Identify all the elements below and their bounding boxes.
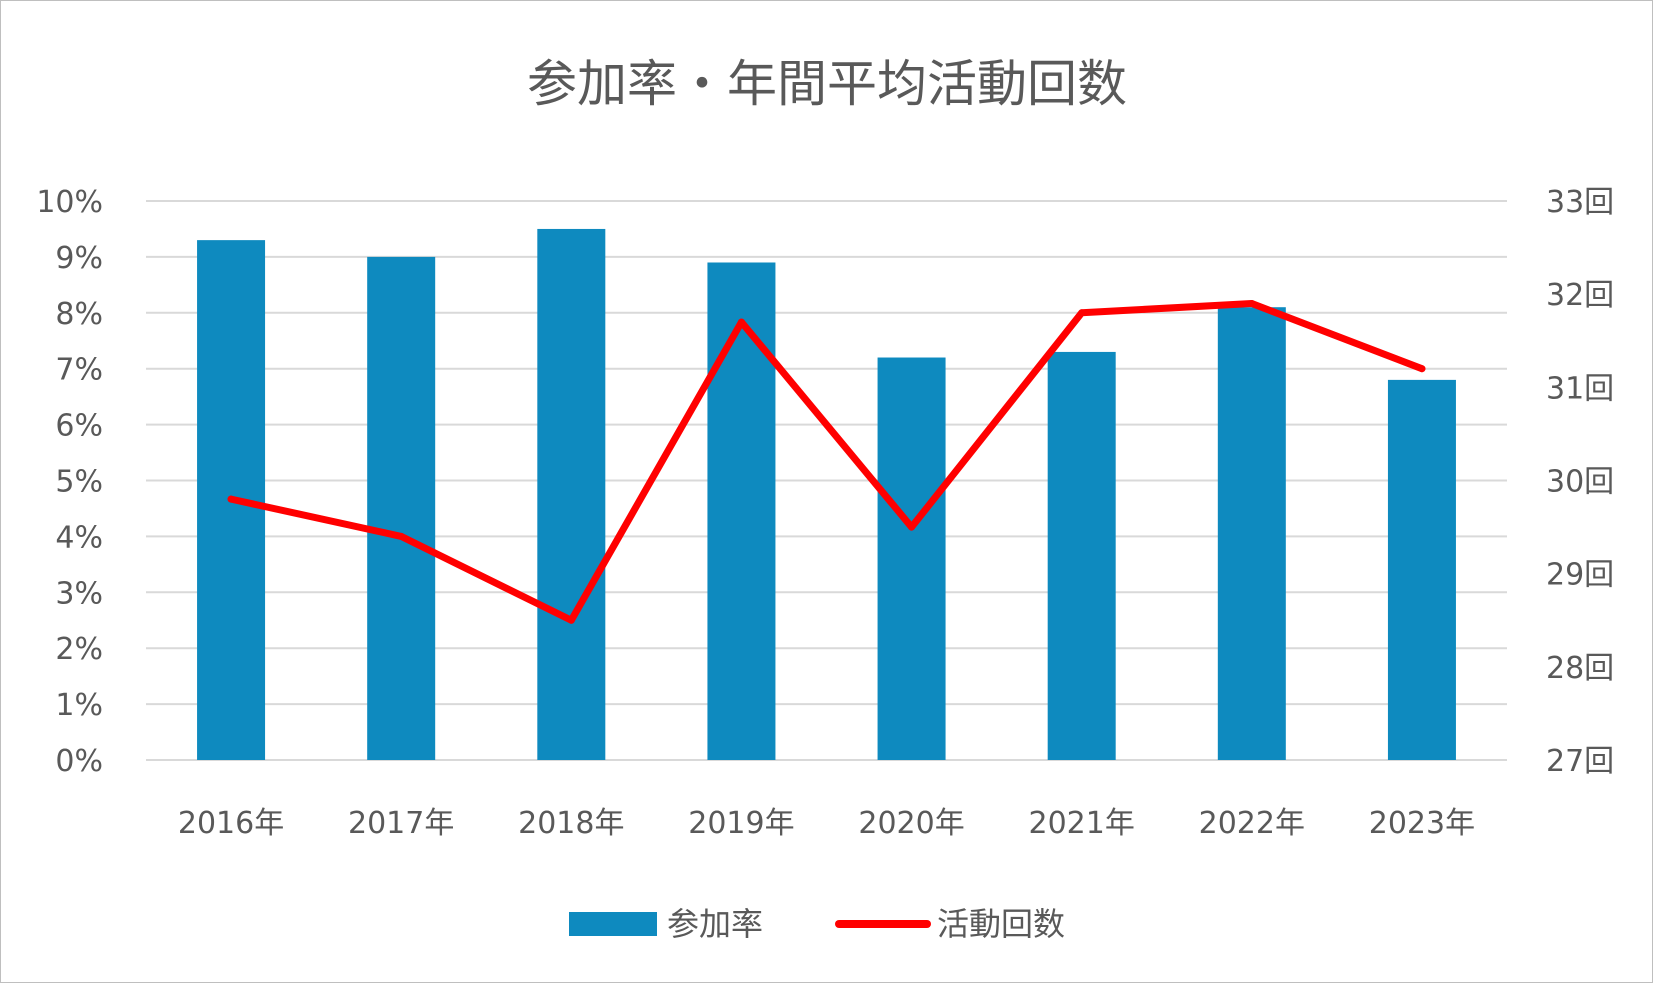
left-axis-tick: 4% — [55, 520, 103, 555]
right-axis-tick: 31回 — [1546, 371, 1614, 406]
bar — [537, 228, 606, 760]
x-axis-tick: 2019年 — [688, 806, 794, 841]
right-axis-tick: 33回 — [1546, 185, 1614, 220]
legend-label-line: 活動回数 — [937, 905, 1065, 943]
x-axis-tick: 2021年 — [1029, 806, 1135, 841]
left-axis-tick: 5% — [55, 465, 103, 500]
bar — [1387, 379, 1456, 760]
bar — [1217, 307, 1286, 760]
left-axis-tick: 8% — [55, 297, 103, 332]
chart-title: 参加率・年間平均活動回数 — [527, 55, 1127, 113]
left-axis-tick: 0% — [55, 744, 103, 779]
right-axis-tick: 30回 — [1546, 465, 1614, 500]
bar — [877, 357, 946, 760]
line-point — [567, 616, 575, 624]
legend-swatch-bar — [569, 912, 657, 936]
gridlines — [146, 200, 1507, 761]
x-axis-tick: 2017年 — [348, 806, 454, 841]
left-axis-tick: 1% — [55, 688, 103, 723]
right-axis-tick: 32回 — [1546, 278, 1614, 313]
x-axis-tick: 2016年 — [178, 806, 284, 841]
line-point — [908, 523, 916, 531]
line-series — [227, 299, 1426, 624]
legend-label-bar: 参加率 — [667, 905, 763, 943]
left-axis-tick: 6% — [55, 409, 103, 444]
right-axis-ticks: 27回 28回 29回 30回 31回 32回 33回 — [1546, 185, 1614, 779]
left-axis-tick: 9% — [55, 241, 103, 276]
line-point — [1418, 365, 1426, 373]
line-path — [227, 299, 1426, 624]
left-axis-tick: 10% — [36, 185, 103, 220]
right-axis-tick: 28回 — [1546, 651, 1614, 686]
x-axis-ticks: 2016年 2017年 2018年 2019年 2020年 2021年 2022年 2023年 — [178, 806, 1475, 841]
line-point — [227, 495, 235, 503]
x-axis-tick: 2023年 — [1369, 806, 1475, 841]
bar — [1047, 351, 1116, 760]
line-point — [397, 532, 405, 540]
left-axis-tick: 2% — [55, 632, 103, 667]
left-axis-ticks: 0% 1% 2% 3% 4% 5% 6% 7% 8% 9% 10% — [36, 185, 103, 779]
line-point — [737, 318, 745, 326]
left-axis-tick: 7% — [55, 353, 103, 388]
x-axis-tick: 2018年 — [518, 806, 624, 841]
line-point — [1078, 309, 1086, 317]
bar — [367, 256, 436, 760]
line-point — [1248, 299, 1256, 307]
right-axis-tick: 27回 — [1546, 744, 1614, 779]
legend: 参加率 活動回数 — [569, 905, 1065, 943]
left-axis-tick: 3% — [55, 576, 103, 611]
x-axis-tick: 2022年 — [1199, 806, 1305, 841]
bar — [707, 262, 776, 760]
right-axis-tick: 29回 — [1546, 558, 1614, 593]
x-axis-tick: 2020年 — [858, 806, 964, 841]
